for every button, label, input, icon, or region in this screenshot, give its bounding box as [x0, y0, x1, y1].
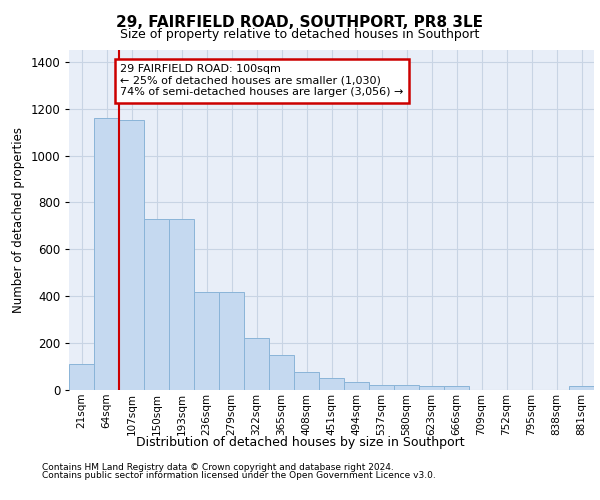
- Text: Size of property relative to detached houses in Southport: Size of property relative to detached ho…: [121, 28, 479, 41]
- Bar: [94, 118, 119, 390]
- Bar: [144, 219, 169, 390]
- Bar: [569, 386, 594, 390]
- Bar: [294, 372, 319, 390]
- Bar: [394, 386, 419, 390]
- Y-axis label: Number of detached properties: Number of detached properties: [13, 127, 25, 313]
- Bar: [369, 386, 394, 390]
- Text: 29 FAIRFIELD ROAD: 100sqm
← 25% of detached houses are smaller (1,030)
74% of se: 29 FAIRFIELD ROAD: 100sqm ← 25% of detac…: [120, 64, 404, 98]
- Text: Contains public sector information licensed under the Open Government Licence v3: Contains public sector information licen…: [42, 471, 436, 480]
- Bar: [119, 120, 144, 390]
- Bar: [319, 378, 344, 390]
- Bar: [444, 386, 469, 390]
- Text: Contains HM Land Registry data © Crown copyright and database right 2024.: Contains HM Land Registry data © Crown c…: [42, 464, 394, 472]
- Bar: [244, 338, 269, 390]
- Bar: [219, 292, 244, 390]
- Bar: [344, 382, 369, 390]
- Text: Distribution of detached houses by size in Southport: Distribution of detached houses by size …: [136, 436, 464, 449]
- Bar: [419, 386, 444, 390]
- Bar: [69, 364, 94, 390]
- Bar: [269, 355, 294, 390]
- Text: 29, FAIRFIELD ROAD, SOUTHPORT, PR8 3LE: 29, FAIRFIELD ROAD, SOUTHPORT, PR8 3LE: [116, 15, 484, 30]
- Bar: [194, 292, 219, 390]
- Bar: [169, 219, 194, 390]
